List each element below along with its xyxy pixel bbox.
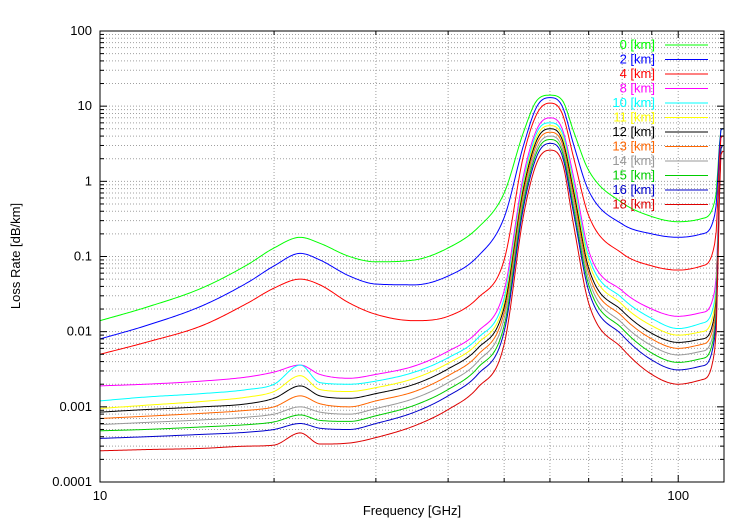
series-line (99, 97, 724, 340)
series-line (99, 139, 724, 432)
legend-label: 14 [km] (612, 153, 655, 168)
series-line (99, 135, 724, 426)
legend-label: 15 [km] (612, 168, 655, 183)
legend-label: 16 [km] (612, 182, 655, 197)
series-line (99, 102, 724, 355)
x-axis-label: Frequency [GHz] (363, 503, 461, 518)
y-tick-label: 0.01 (67, 324, 92, 339)
y-tick-label: 0.0001 (52, 474, 92, 489)
x-tick-label: 100 (667, 488, 689, 503)
y-tick-label: 1 (85, 173, 92, 188)
legend-label: 2 [km] (620, 52, 655, 67)
grid-layer (100, 31, 724, 482)
series-line (99, 128, 724, 413)
y-tick-label: 0.1 (74, 249, 92, 264)
series-line (99, 142, 724, 439)
series-line (99, 122, 724, 402)
legend-label: 12 [km] (612, 124, 655, 139)
y-tick-label: 0.001 (59, 399, 92, 414)
y-axis-label: Loss Rate [dB/km] (8, 203, 23, 309)
legend-label: 10 [km] (612, 95, 655, 110)
legend-label: 8 [km] (620, 81, 655, 96)
series-line (99, 117, 724, 387)
legend-label: 11 [km] (613, 110, 655, 125)
legend-label: 13 [km] (612, 139, 655, 154)
y-tick-label: 10 (78, 98, 92, 113)
x-tick-label: 10 (93, 488, 107, 503)
y-tick-label: 100 (70, 23, 92, 38)
legend-label: 4 [km] (620, 66, 655, 81)
legend-label: 0 [km] (620, 37, 655, 52)
series-line (99, 125, 724, 410)
legend-label: 18 [km] (612, 197, 655, 212)
series-line (99, 94, 724, 322)
series-line (99, 149, 724, 452)
tick-layer: 10 100 0.0001 0.001 0.01 0.1 1 10 100 (52, 23, 724, 503)
series-line (99, 131, 724, 419)
legend: 0 [km]2 [km]4 [km]8 [km]10 [km]11 [km]12… (612, 37, 708, 212)
series-layer (99, 94, 724, 452)
